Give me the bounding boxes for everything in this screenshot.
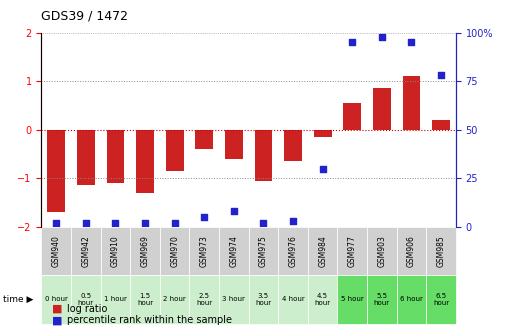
Point — [111, 220, 120, 225]
FancyBboxPatch shape — [100, 275, 130, 324]
Text: GSM903: GSM903 — [377, 235, 386, 267]
Text: GSM974: GSM974 — [229, 235, 238, 267]
Point — [170, 220, 179, 225]
FancyBboxPatch shape — [71, 275, 100, 324]
FancyBboxPatch shape — [308, 275, 337, 324]
FancyBboxPatch shape — [249, 275, 278, 324]
Text: 1 hour: 1 hour — [104, 297, 127, 302]
FancyBboxPatch shape — [190, 275, 219, 324]
Text: 1.5
hour: 1.5 hour — [137, 293, 153, 306]
Text: log ratio: log ratio — [67, 304, 108, 314]
FancyBboxPatch shape — [160, 275, 190, 324]
Text: GSM940: GSM940 — [52, 235, 61, 267]
Point — [82, 220, 90, 225]
FancyBboxPatch shape — [160, 227, 190, 275]
Text: 5 hour: 5 hour — [341, 297, 364, 302]
Bar — [136, 130, 154, 193]
FancyBboxPatch shape — [308, 227, 337, 275]
Text: GDS39 / 1472: GDS39 / 1472 — [41, 10, 128, 23]
Text: 4 hour: 4 hour — [282, 297, 305, 302]
Text: GSM977: GSM977 — [348, 235, 357, 267]
Text: 5.5
hour: 5.5 hour — [374, 293, 390, 306]
Bar — [77, 130, 95, 185]
Point — [141, 220, 149, 225]
Point — [52, 220, 61, 225]
Text: ■: ■ — [52, 316, 62, 325]
FancyBboxPatch shape — [41, 227, 71, 275]
Text: 2.5
hour: 2.5 hour — [196, 293, 212, 306]
Bar — [432, 120, 450, 130]
Point — [348, 40, 356, 45]
Point — [378, 34, 386, 39]
FancyBboxPatch shape — [397, 227, 426, 275]
Text: 0 hour: 0 hour — [45, 297, 68, 302]
Bar — [343, 103, 361, 130]
Text: GSM973: GSM973 — [200, 235, 209, 267]
Text: 0.5
hour: 0.5 hour — [78, 293, 94, 306]
Bar — [107, 130, 124, 183]
Bar — [166, 130, 183, 171]
FancyBboxPatch shape — [219, 227, 249, 275]
FancyBboxPatch shape — [219, 275, 249, 324]
Text: 6.5
hour: 6.5 hour — [433, 293, 449, 306]
FancyBboxPatch shape — [337, 227, 367, 275]
Text: GSM969: GSM969 — [140, 235, 150, 267]
Text: GSM984: GSM984 — [318, 235, 327, 267]
Text: 2 hour: 2 hour — [163, 297, 186, 302]
Text: GSM910: GSM910 — [111, 235, 120, 267]
Text: GSM975: GSM975 — [259, 235, 268, 267]
FancyBboxPatch shape — [278, 227, 308, 275]
Point — [289, 218, 297, 224]
Text: GSM942: GSM942 — [81, 235, 90, 267]
Point — [437, 73, 445, 78]
FancyBboxPatch shape — [426, 227, 456, 275]
Bar — [284, 130, 302, 161]
FancyBboxPatch shape — [397, 275, 426, 324]
Text: GSM976: GSM976 — [289, 235, 297, 267]
Text: ■: ■ — [52, 304, 62, 314]
Text: GSM985: GSM985 — [437, 235, 445, 267]
Bar — [373, 89, 391, 130]
Point — [229, 209, 238, 214]
Point — [407, 40, 415, 45]
Bar — [195, 130, 213, 149]
Text: GSM970: GSM970 — [170, 235, 179, 267]
Bar — [314, 130, 332, 137]
Bar — [225, 130, 243, 159]
FancyBboxPatch shape — [337, 275, 367, 324]
FancyBboxPatch shape — [367, 275, 397, 324]
FancyBboxPatch shape — [100, 227, 130, 275]
Text: 3 hour: 3 hour — [222, 297, 246, 302]
FancyBboxPatch shape — [249, 227, 278, 275]
Text: time ▶: time ▶ — [3, 295, 33, 304]
FancyBboxPatch shape — [278, 275, 308, 324]
FancyBboxPatch shape — [71, 227, 100, 275]
Text: 3.5
hour: 3.5 hour — [255, 293, 271, 306]
Point — [200, 215, 208, 220]
Text: 6 hour: 6 hour — [400, 297, 423, 302]
Bar — [254, 130, 272, 181]
Bar — [47, 130, 65, 212]
Text: percentile rank within the sample: percentile rank within the sample — [67, 316, 233, 325]
FancyBboxPatch shape — [367, 227, 397, 275]
Bar — [402, 76, 420, 130]
Text: GSM906: GSM906 — [407, 235, 416, 267]
FancyBboxPatch shape — [426, 275, 456, 324]
Text: 4.5
hour: 4.5 hour — [314, 293, 330, 306]
FancyBboxPatch shape — [190, 227, 219, 275]
FancyBboxPatch shape — [130, 275, 160, 324]
Point — [260, 220, 268, 225]
FancyBboxPatch shape — [130, 227, 160, 275]
Point — [319, 166, 327, 171]
FancyBboxPatch shape — [41, 275, 71, 324]
